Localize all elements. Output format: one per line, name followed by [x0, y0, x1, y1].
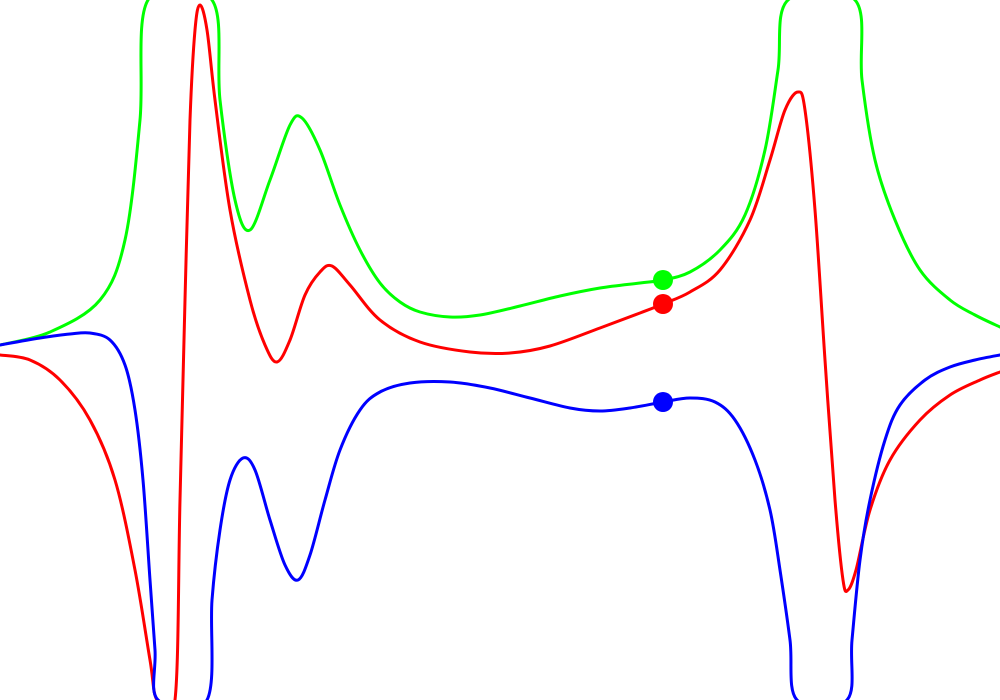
series-line-green: [0, 0, 1000, 347]
marker-layer: [653, 270, 673, 412]
data-point-green[interactable]: [653, 270, 673, 290]
series-line-red: [0, 3, 1000, 700]
series-line-blue: [0, 331, 1000, 700]
data-point-red[interactable]: [653, 294, 673, 314]
data-point-blue[interactable]: [653, 392, 673, 412]
